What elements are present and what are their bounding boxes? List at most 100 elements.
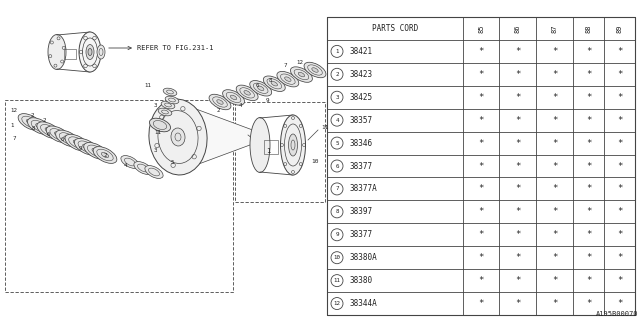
Text: *: *: [478, 184, 484, 193]
Text: *: *: [552, 299, 557, 308]
Text: 8: 8: [268, 77, 272, 83]
Ellipse shape: [312, 68, 318, 72]
Ellipse shape: [145, 165, 163, 179]
Ellipse shape: [230, 95, 237, 100]
Text: 89: 89: [616, 24, 623, 33]
Text: *: *: [552, 47, 557, 56]
Text: 38380A: 38380A: [350, 253, 378, 262]
Ellipse shape: [93, 147, 117, 164]
Text: *: *: [478, 93, 484, 102]
Text: 85: 85: [478, 24, 484, 33]
Text: 2: 2: [103, 153, 107, 157]
Text: 7: 7: [335, 187, 339, 191]
Ellipse shape: [298, 72, 305, 77]
Text: *: *: [586, 93, 591, 102]
Text: 38377: 38377: [350, 162, 373, 171]
Text: *: *: [586, 47, 591, 56]
Ellipse shape: [28, 118, 51, 134]
Text: *: *: [478, 230, 484, 239]
Ellipse shape: [250, 81, 271, 96]
Ellipse shape: [158, 108, 172, 116]
Text: 38346: 38346: [350, 139, 373, 148]
Ellipse shape: [209, 94, 231, 110]
Text: 12: 12: [296, 60, 303, 65]
Circle shape: [331, 183, 343, 195]
Ellipse shape: [285, 77, 291, 81]
Text: *: *: [515, 93, 521, 102]
Text: *: *: [515, 276, 521, 285]
Text: *: *: [586, 139, 591, 148]
Text: 5: 5: [335, 140, 339, 146]
Text: 38397: 38397: [350, 207, 373, 216]
Text: *: *: [552, 70, 557, 79]
Text: 5: 5: [170, 159, 173, 164]
Ellipse shape: [161, 101, 175, 109]
Ellipse shape: [121, 156, 139, 168]
Text: *: *: [478, 139, 484, 148]
Ellipse shape: [64, 136, 71, 141]
Text: 2: 2: [335, 72, 339, 77]
Circle shape: [331, 252, 343, 264]
Ellipse shape: [88, 49, 92, 55]
Text: *: *: [617, 253, 622, 262]
Ellipse shape: [280, 115, 305, 175]
Ellipse shape: [257, 86, 264, 91]
Text: *: *: [617, 139, 622, 148]
Text: *: *: [586, 184, 591, 193]
Text: *: *: [515, 116, 521, 125]
Text: 11: 11: [333, 278, 340, 283]
Text: *: *: [515, 184, 521, 193]
Text: *: *: [617, 162, 622, 171]
Text: *: *: [617, 299, 622, 308]
Text: 7: 7: [284, 62, 287, 68]
Ellipse shape: [45, 128, 52, 133]
Ellipse shape: [244, 91, 250, 95]
Text: *: *: [586, 207, 591, 216]
Ellipse shape: [304, 62, 326, 78]
Text: 6: 6: [335, 164, 339, 169]
Ellipse shape: [84, 142, 108, 159]
Text: *: *: [617, 93, 622, 102]
Text: *: *: [586, 299, 591, 308]
Text: *: *: [552, 93, 557, 102]
Ellipse shape: [65, 134, 89, 151]
Text: 3: 3: [153, 102, 157, 108]
Text: *: *: [478, 116, 484, 125]
Text: *: *: [478, 162, 484, 171]
Text: *: *: [478, 70, 484, 79]
Text: 9: 9: [265, 98, 269, 102]
Text: *: *: [586, 116, 591, 125]
Text: 8: 8: [31, 125, 35, 131]
Text: 11: 11: [145, 83, 152, 87]
Text: *: *: [552, 139, 557, 148]
Text: *: *: [478, 299, 484, 308]
Text: 6: 6: [60, 137, 64, 141]
Ellipse shape: [46, 126, 70, 143]
Text: 4: 4: [124, 163, 127, 167]
Ellipse shape: [86, 44, 94, 60]
Text: 1: 1: [266, 148, 270, 154]
Text: *: *: [552, 230, 557, 239]
Text: *: *: [617, 47, 622, 56]
Text: 4: 4: [238, 102, 242, 108]
Text: 38425: 38425: [350, 93, 373, 102]
Bar: [327, 17, 635, 315]
Text: A195B00070: A195B00070: [595, 311, 638, 317]
Text: *: *: [515, 47, 521, 56]
Text: *: *: [586, 276, 591, 285]
Text: 2: 2: [42, 117, 45, 123]
Ellipse shape: [74, 138, 98, 155]
Text: *: *: [478, 276, 484, 285]
Text: 38357: 38357: [350, 116, 373, 125]
Ellipse shape: [217, 100, 223, 104]
Circle shape: [331, 229, 343, 241]
Text: 8: 8: [335, 209, 339, 214]
Ellipse shape: [92, 148, 99, 154]
Text: 4: 4: [335, 118, 339, 123]
Text: 38380: 38380: [350, 276, 373, 285]
Ellipse shape: [171, 128, 185, 146]
Text: *: *: [515, 70, 521, 79]
Text: *: *: [552, 276, 557, 285]
Text: *: *: [617, 116, 622, 125]
Circle shape: [331, 275, 343, 287]
